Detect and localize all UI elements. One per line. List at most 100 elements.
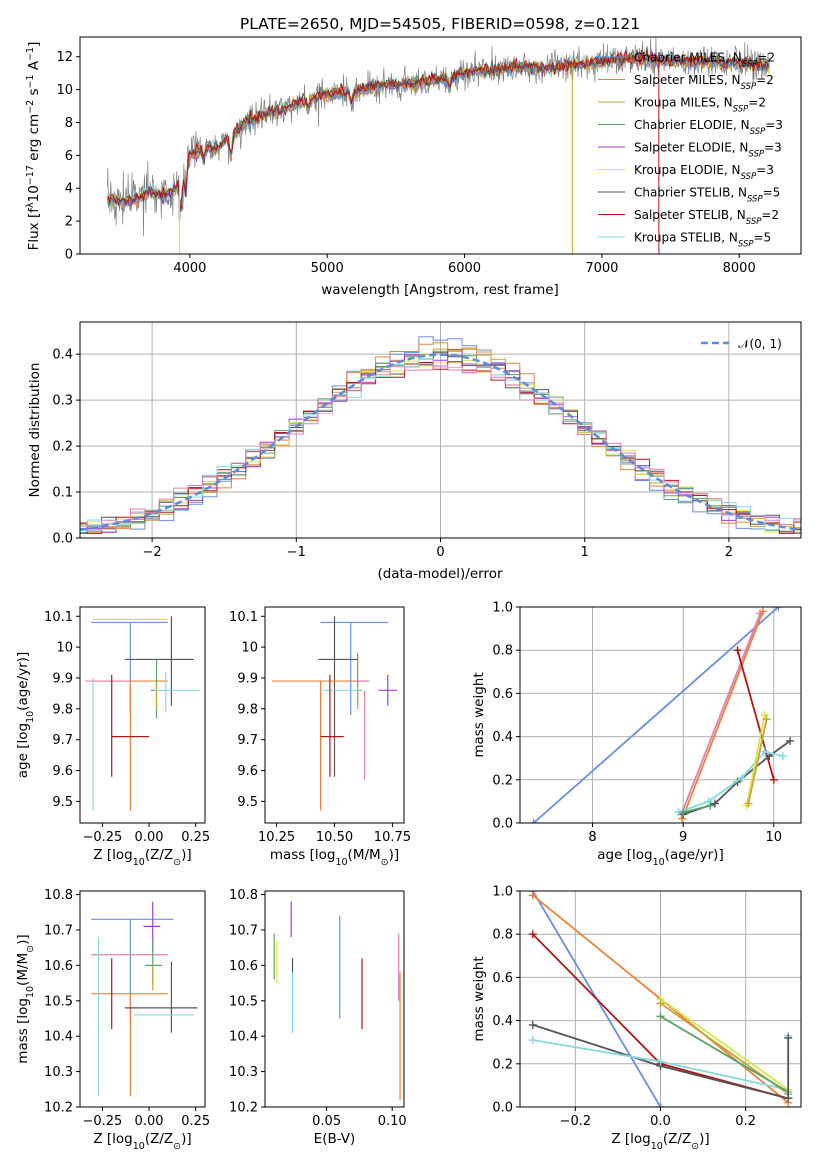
y-axis-label-part: mass [log bbox=[15, 998, 31, 1064]
x-tick-label: 0.25 bbox=[181, 830, 210, 845]
y-axis-label-part: ⊙ bbox=[25, 945, 36, 953]
plus-marker bbox=[760, 747, 769, 756]
x-axis-label: Z [log10(Z/Z⊙)] bbox=[93, 1131, 191, 1152]
legend-entry-part: Kroupa MILES, N bbox=[634, 96, 733, 110]
plus-marker bbox=[656, 999, 665, 1008]
y-tick-label: 9.5 bbox=[52, 795, 73, 810]
legend-entry: Kroupa ELODIE, NSSP=3 bbox=[634, 163, 774, 182]
x-axis-label-part: 10 bbox=[651, 1141, 663, 1152]
x-axis-label: (data-model)/error bbox=[377, 566, 503, 582]
y-tick-label: 10.5 bbox=[44, 994, 73, 1009]
y-axis-label-part: A bbox=[26, 60, 42, 74]
y-tick-label: 10.2 bbox=[229, 1101, 258, 1116]
legend-entry: Kroupa STELIB, NSSP=5 bbox=[634, 231, 771, 250]
y-tick-label: 0.4 bbox=[52, 348, 73, 363]
residual-histogram bbox=[80, 336, 801, 534]
y-axis-label: Normed distribution bbox=[27, 363, 43, 498]
axes-mass-weight-vs-age: 8 9 10 0.0 0.2 0.4 0.6 0.8 1.0 bbox=[492, 601, 801, 845]
plus-marker bbox=[656, 1057, 665, 1066]
legend-entry-part: =2 bbox=[761, 208, 779, 222]
x-axis-label-part: age [log bbox=[597, 847, 652, 863]
legend-entry-part: Kroupa ELODIE, N bbox=[634, 163, 741, 177]
y-tick-label: 10.2 bbox=[44, 1101, 73, 1116]
x-axis-label-part: 10 bbox=[133, 857, 145, 868]
plus-marker bbox=[778, 752, 787, 761]
x-axis-label-part: ⊙ bbox=[173, 857, 181, 868]
x-tick-label: 8 bbox=[588, 830, 596, 845]
plus-marker bbox=[738, 773, 747, 782]
y-tick-label: 10 bbox=[56, 641, 73, 656]
y-tick-label: 0.6 bbox=[492, 687, 513, 702]
x-tick-label: 10.50 bbox=[316, 830, 353, 845]
x-axis-label: age [log10(age/yr)] bbox=[597, 847, 723, 868]
legend-entry: Chabrier STELIB, NSSP=5 bbox=[634, 186, 780, 205]
y-tick-label: 8 bbox=[65, 116, 73, 131]
y-tick-label: 10.8 bbox=[44, 888, 73, 903]
y-tick-label: 10 bbox=[56, 83, 73, 98]
y-axis-label-part: ] bbox=[26, 42, 42, 47]
y-tick-label: 2 bbox=[65, 215, 73, 230]
legend-entry-part: =3 bbox=[764, 141, 782, 155]
y-tick-label: 0.2 bbox=[52, 440, 73, 455]
x-axis-label-part: Z [log bbox=[93, 847, 132, 863]
plus-marker bbox=[784, 1094, 793, 1103]
x-tick-label: 4000 bbox=[173, 261, 206, 276]
plus-marker bbox=[774, 607, 783, 611]
plot-area-spectrum bbox=[107, 37, 770, 254]
x-tick-label: 8000 bbox=[723, 261, 756, 276]
x-axis-label: E(B-V) bbox=[314, 1131, 356, 1147]
x-tick-label: −2 bbox=[143, 545, 162, 560]
legend-entry-part: Chabrier STELIB, N bbox=[634, 186, 747, 200]
weight-line bbox=[660, 1015, 789, 1093]
y-axis-label-part: −17 bbox=[25, 165, 36, 185]
axes-age-vs-Z: −0.25 0.00 0.25 9.5 9.6 9.7 9.8 9.9 10 10.1 bbox=[44, 610, 210, 845]
model-spectrum-line bbox=[107, 49, 770, 210]
axes-spectrum: 4000 5000 6000 7000 8000 0 2 4 6 8 10 12 bbox=[56, 50, 755, 276]
frame-mass-weight-vs-age bbox=[519, 606, 802, 824]
plus-marker bbox=[762, 715, 771, 724]
y-tick-label: 0.0 bbox=[492, 817, 513, 832]
x-tick-label: 1 bbox=[581, 545, 589, 560]
observed-spectrum bbox=[107, 37, 770, 237]
x-axis-label-part: )] bbox=[699, 1131, 710, 1147]
legend-entry: Chabrier ELODIE, NSSP=3 bbox=[634, 118, 783, 137]
y-tick-label: 10.4 bbox=[44, 1030, 73, 1045]
weight-line bbox=[745, 714, 766, 806]
plus-marker bbox=[710, 799, 719, 808]
y-tick-label: 10.3 bbox=[44, 1065, 73, 1080]
y-tick-label: 10.7 bbox=[44, 923, 73, 938]
legend-entry: 𝒩(0, 1) bbox=[738, 337, 782, 351]
y-tick-label: 9.7 bbox=[237, 733, 258, 748]
y-axis-label-part: 10 bbox=[25, 986, 36, 998]
y-axis-label-part: 10 bbox=[26, 185, 42, 202]
legend-entry-part: =2 bbox=[748, 96, 766, 110]
y-axis-label: mass [log10(M/M⊙)] bbox=[15, 934, 36, 1063]
y-tick-label: 0.2 bbox=[492, 773, 513, 788]
x-tick-label: 10 bbox=[766, 830, 783, 845]
x-tick-label: −0.25 bbox=[82, 1114, 122, 1129]
y-axis-label-part: −1 bbox=[25, 47, 36, 61]
plot-area-mass-weight-vs-Z bbox=[528, 891, 793, 1107]
legend-entry-part: =3 bbox=[756, 163, 774, 177]
y-tick-label: 9.6 bbox=[237, 764, 258, 779]
x-tick-label: 9 bbox=[679, 830, 687, 845]
x-tick-label: 0.00 bbox=[135, 830, 164, 845]
y-tick-label: 0.6 bbox=[492, 971, 513, 986]
x-axis-label-part: Z [log bbox=[611, 1131, 650, 1147]
plus-marker bbox=[528, 1036, 537, 1045]
y-tick-label: 0.2 bbox=[492, 1057, 513, 1072]
y-tick-label: 0.4 bbox=[492, 730, 513, 745]
x-axis-label-part: ⊙ bbox=[173, 1141, 181, 1152]
plus-marker bbox=[678, 814, 687, 823]
x-axis-label: mass [log10(M/M⊙)] bbox=[270, 847, 399, 868]
x-axis-label-part: 10 bbox=[335, 857, 347, 868]
y-tick-label: 1.0 bbox=[492, 885, 513, 900]
x-axis-label-part: )] bbox=[181, 1131, 192, 1147]
legend-entry-part: =5 bbox=[754, 231, 772, 245]
y-tick-label: 0.8 bbox=[492, 928, 513, 943]
y-tick-label: 10.3 bbox=[229, 1065, 258, 1080]
x-tick-label: 0 bbox=[436, 545, 444, 560]
weight-line bbox=[747, 719, 768, 804]
weight-line bbox=[533, 607, 779, 823]
